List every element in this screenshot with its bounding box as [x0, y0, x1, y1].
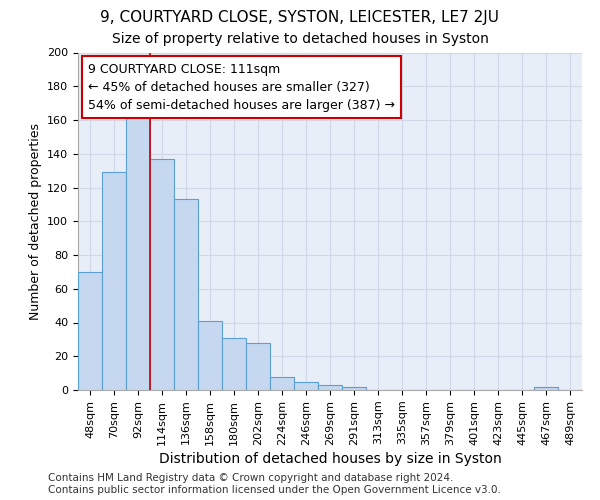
- Text: 9 COURTYARD CLOSE: 111sqm
← 45% of detached houses are smaller (327)
54% of semi: 9 COURTYARD CLOSE: 111sqm ← 45% of detac…: [88, 62, 395, 112]
- Bar: [534, 386, 558, 390]
- Bar: [318, 385, 342, 390]
- Bar: [222, 338, 246, 390]
- Y-axis label: Number of detached properties: Number of detached properties: [29, 122, 41, 320]
- Bar: [126, 115, 150, 390]
- Bar: [150, 159, 174, 390]
- Text: Contains HM Land Registry data © Crown copyright and database right 2024.
Contai: Contains HM Land Registry data © Crown c…: [48, 474, 501, 495]
- Bar: [174, 200, 198, 390]
- X-axis label: Distribution of detached houses by size in Syston: Distribution of detached houses by size …: [158, 452, 502, 466]
- Bar: [198, 321, 222, 390]
- Bar: [294, 382, 318, 390]
- Bar: [78, 272, 102, 390]
- Text: 9, COURTYARD CLOSE, SYSTON, LEICESTER, LE7 2JU: 9, COURTYARD CLOSE, SYSTON, LEICESTER, L…: [101, 10, 499, 25]
- Bar: [246, 343, 270, 390]
- Bar: [102, 172, 126, 390]
- Bar: [342, 386, 366, 390]
- Bar: [270, 376, 294, 390]
- Text: Size of property relative to detached houses in Syston: Size of property relative to detached ho…: [112, 32, 488, 46]
